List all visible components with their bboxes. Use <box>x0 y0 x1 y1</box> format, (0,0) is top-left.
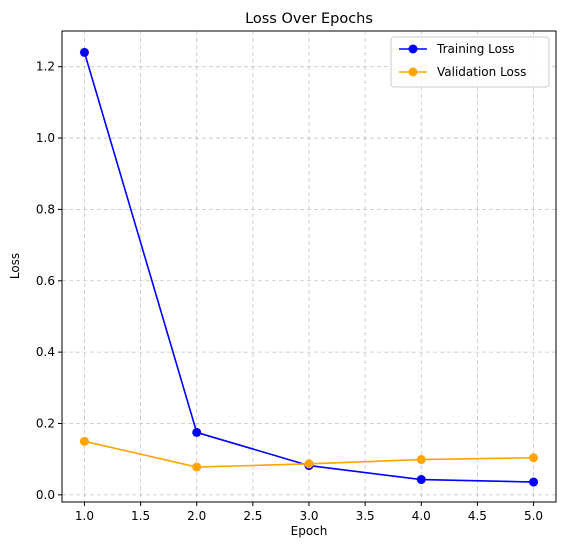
x-tick-label: 3.5 <box>356 509 375 523</box>
data-point-validation-loss <box>304 459 314 469</box>
y-tick-label: 1.0 <box>36 131 55 145</box>
legend: Training Loss Validation Loss <box>390 36 550 88</box>
legend-marker-training <box>408 44 418 54</box>
y-axis: 0.0 0.2 0.4 0.6 0.8 1.0 1.2 <box>36 60 62 502</box>
data-point-validation-loss <box>79 436 89 446</box>
x-tick-label: 2.0 <box>187 509 206 523</box>
y-tick-label: 0.4 <box>36 345 55 359</box>
x-tick-label: 4.0 <box>412 509 431 523</box>
y-tick-label: 1.2 <box>36 60 55 74</box>
data-point-training-loss <box>192 427 202 437</box>
data-point-training-loss <box>416 475 426 485</box>
x-tick-label: 1.5 <box>131 509 150 523</box>
grid <box>62 31 556 502</box>
data-point-training-loss <box>79 47 89 57</box>
data-point-validation-loss <box>416 455 426 465</box>
legend-frame <box>390 36 550 88</box>
y-tick-label: 0.0 <box>36 488 55 502</box>
x-tick-label: 2.5 <box>243 509 262 523</box>
series-layer <box>79 47 539 487</box>
data-point-validation-loss <box>192 462 202 472</box>
x-tick-label: 4.5 <box>468 509 487 523</box>
x-axis: 1.0 1.5 2.0 2.5 3.0 3.5 4.0 4.5 5.0 <box>75 502 543 523</box>
x-axis-label: Epoch <box>291 524 328 538</box>
legend-label-training: Training Loss <box>436 42 514 56</box>
y-tick-label: 0.8 <box>36 202 55 216</box>
y-axis-label: Loss <box>8 253 22 279</box>
chart-title: Loss Over Epochs <box>245 11 373 27</box>
x-tick-label: 1.0 <box>75 509 94 523</box>
y-tick-label: 0.2 <box>36 417 55 431</box>
legend-marker-validation <box>408 67 418 77</box>
y-tick-label: 0.6 <box>36 274 55 288</box>
data-point-training-loss <box>529 477 539 487</box>
x-tick-label: 3.0 <box>299 509 318 523</box>
data-point-validation-loss <box>529 453 539 463</box>
x-tick-label: 5.0 <box>524 509 543 523</box>
legend-label-validation: Validation Loss <box>437 65 526 79</box>
